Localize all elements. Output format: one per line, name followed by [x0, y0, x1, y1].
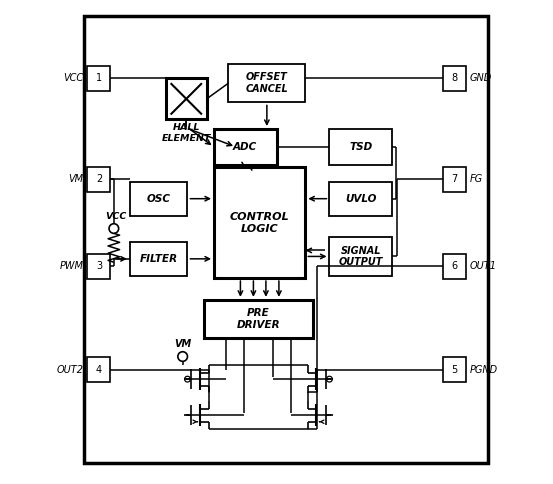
Bar	[330, 129, 392, 165]
Text: FG: FG	[469, 174, 483, 184]
Bar	[214, 129, 276, 165]
Text: 5: 5	[451, 364, 457, 375]
Text: VCC: VCC	[64, 74, 84, 83]
Text: GND: GND	[469, 74, 492, 83]
Bar	[87, 254, 111, 279]
Text: TSD: TSD	[349, 142, 372, 152]
Text: ADC: ADC	[233, 142, 257, 152]
Text: 8: 8	[451, 74, 457, 83]
Text: VM: VM	[174, 339, 191, 349]
Text: OFFSET
CANCEL: OFFSET CANCEL	[246, 73, 288, 94]
Bar	[442, 357, 466, 382]
Bar	[442, 66, 466, 91]
Text: 6: 6	[451, 261, 457, 271]
Bar	[166, 78, 207, 119]
Text: CONTROL
LOGIC: CONTROL LOGIC	[230, 212, 290, 234]
Bar	[214, 167, 305, 278]
Text: 3: 3	[96, 261, 102, 271]
Text: UVLO: UVLO	[345, 194, 377, 204]
Bar	[442, 254, 466, 279]
Bar	[228, 64, 305, 103]
Text: VM: VM	[69, 174, 84, 184]
Bar	[87, 66, 111, 91]
Text: SIGNAL
OUTPUT: SIGNAL OUTPUT	[338, 246, 383, 267]
Text: OUT1: OUT1	[469, 261, 497, 271]
Text: VCC: VCC	[105, 212, 127, 221]
Text: FILTER: FILTER	[139, 254, 178, 264]
Text: 1: 1	[96, 74, 102, 83]
Bar	[130, 242, 187, 276]
Text: OSC: OSC	[147, 194, 171, 204]
Bar	[87, 167, 111, 192]
Bar	[442, 167, 466, 192]
Text: 2: 2	[96, 174, 102, 184]
Bar	[204, 300, 312, 338]
Text: HALL
ELEMENT: HALL ELEMENT	[161, 123, 211, 143]
Text: 7: 7	[451, 174, 457, 184]
Bar	[330, 182, 392, 215]
Text: PRE
DRIVER: PRE DRIVER	[237, 308, 280, 330]
Text: 4: 4	[96, 364, 102, 375]
Text: PGND: PGND	[469, 364, 498, 375]
Bar	[84, 16, 488, 463]
Bar	[87, 357, 111, 382]
Bar	[330, 237, 392, 276]
Bar	[130, 182, 187, 215]
Text: PWM: PWM	[60, 261, 84, 271]
Text: OUT2: OUT2	[56, 364, 84, 375]
